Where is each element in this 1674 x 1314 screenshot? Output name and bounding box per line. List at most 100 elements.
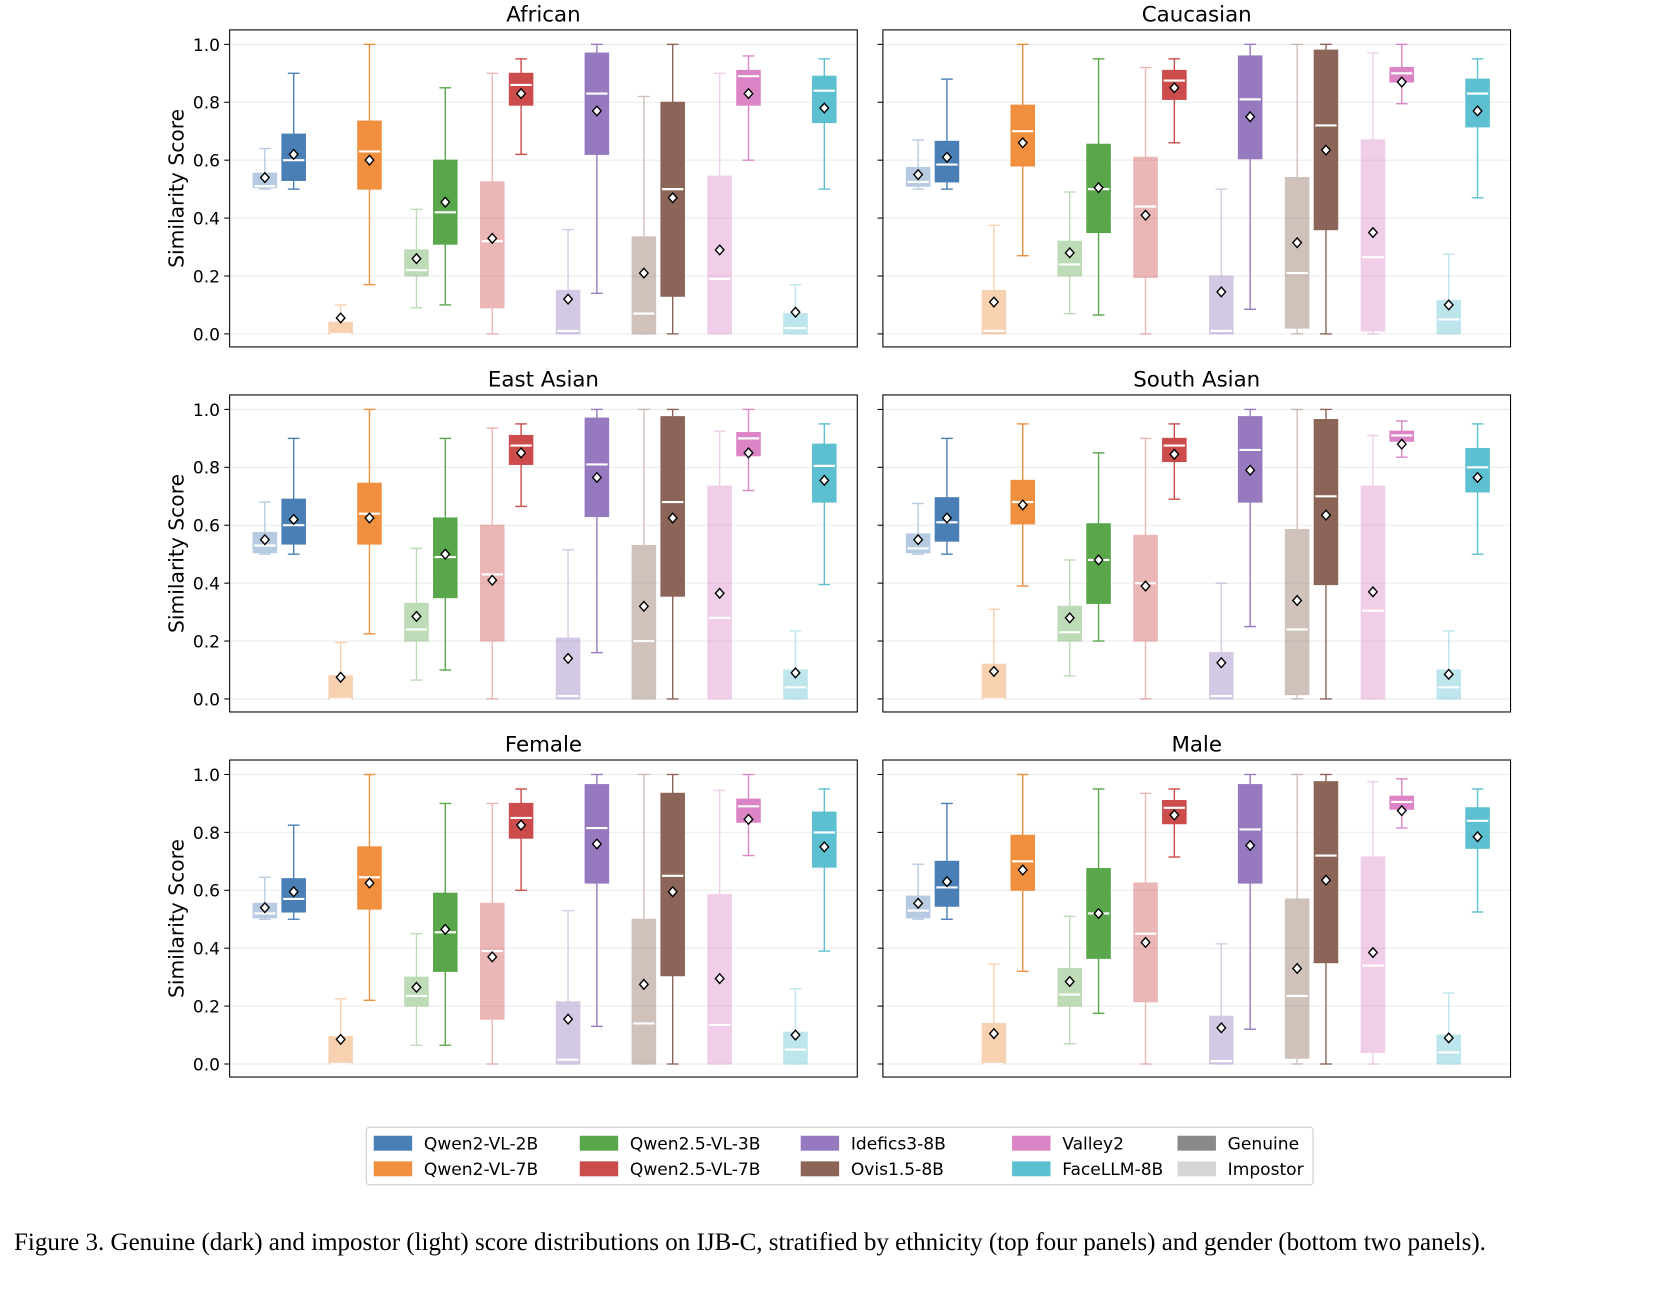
impostor-box	[707, 789, 732, 1065]
mean-marker	[591, 105, 603, 117]
mean-marker	[988, 296, 1000, 308]
mean-marker	[562, 293, 574, 305]
mean-marker	[1140, 209, 1151, 222]
y-tick-label: 0.0	[193, 1055, 220, 1075]
impostor-box	[905, 502, 931, 555]
mean-marker	[1291, 962, 1303, 975]
impostor-box	[1209, 188, 1234, 335]
genuine-box	[1313, 408, 1339, 700]
caption: Figure 3. Genuine (dark) and impostor (l…	[14, 1229, 1486, 1256]
impostor-box	[1284, 43, 1310, 335]
mean-marker	[335, 312, 346, 324]
y-tick-label: 0.2	[193, 632, 220, 652]
mean-marker	[364, 877, 375, 889]
mean-marker	[1017, 499, 1028, 511]
box	[584, 784, 610, 884]
panel-title: Female	[505, 732, 582, 757]
impostor-box	[1436, 992, 1462, 1065]
mean-marker	[743, 813, 754, 826]
legend-swatch	[579, 1161, 619, 1177]
legend-swatch	[1177, 1135, 1216, 1151]
mean-marker	[912, 168, 924, 181]
mean-marker	[1064, 975, 1075, 988]
y-tick-label: 0.4	[193, 209, 220, 229]
mean-marker	[1396, 438, 1407, 451]
genuine-box	[934, 78, 960, 190]
y-tick-label: 0.0	[193, 325, 220, 345]
genuine-box	[1237, 43, 1263, 310]
mean-marker	[411, 252, 422, 265]
legend-swatch	[1177, 1161, 1216, 1177]
legend-label: Qwen2-VL-2B	[424, 1135, 538, 1155]
mean-marker	[714, 972, 725, 985]
impostor-box	[631, 773, 657, 1065]
genuine-box	[1465, 423, 1490, 555]
genuine-box	[508, 58, 534, 156]
mean-marker	[912, 533, 924, 546]
mean-marker	[364, 154, 375, 167]
y-tick-label: 0.4	[193, 940, 220, 960]
mean-marker	[912, 897, 924, 910]
mean-marker	[1367, 226, 1379, 239]
box	[1209, 1015, 1234, 1065]
mean-marker	[1169, 809, 1180, 821]
genuine-box	[1465, 58, 1490, 199]
mean-marker	[1169, 81, 1180, 94]
box	[1465, 447, 1490, 493]
mean-marker	[1216, 1021, 1227, 1034]
box	[479, 181, 505, 309]
y-tick-label: 0.4	[193, 575, 220, 595]
panel-title: African	[506, 2, 580, 27]
impostor-box	[328, 641, 353, 701]
legend-label: Valley2	[1062, 1135, 1124, 1155]
mean-marker	[1443, 1032, 1454, 1044]
mean-marker	[790, 1029, 801, 1041]
mean-marker	[1320, 144, 1332, 156]
mean-marker	[288, 513, 299, 526]
impostor-box	[1209, 943, 1234, 1065]
mean-marker	[1093, 181, 1104, 194]
legend-label: Qwen2.5-VL-3B	[630, 1135, 761, 1155]
legend-swatch	[1012, 1161, 1051, 1177]
y-tick-label: 1.0	[193, 36, 220, 56]
impostor-box	[905, 863, 931, 920]
mean-marker	[1396, 76, 1407, 88]
genuine-box	[584, 43, 610, 295]
impostor-box	[783, 988, 808, 1065]
genuine-box	[1313, 773, 1339, 1065]
box	[1313, 781, 1339, 964]
mean-marker	[440, 196, 451, 209]
impostor-box	[981, 963, 1007, 1066]
genuine-box	[812, 423, 837, 586]
mean-marker	[591, 471, 603, 484]
genuine-box	[508, 423, 534, 508]
mean-marker	[591, 838, 603, 850]
y-axis-label: Similarity Score	[165, 109, 189, 268]
genuine-box	[508, 788, 534, 891]
mean-marker	[743, 447, 754, 459]
legend-label: Idefics3-8B	[851, 1135, 946, 1155]
mean-marker	[790, 306, 801, 319]
genuine-box	[584, 408, 610, 654]
mean-marker	[411, 610, 422, 623]
impostor-box	[1360, 434, 1386, 700]
mean-marker	[988, 665, 1000, 678]
mean-marker	[1472, 105, 1483, 117]
mean-marker	[1291, 236, 1303, 249]
box	[660, 792, 685, 977]
impostor-box	[252, 501, 278, 555]
mean-marker	[941, 512, 953, 524]
panel-title: Caucasian	[1142, 2, 1252, 27]
genuine-box	[934, 802, 960, 920]
y-tick-label: 0.6	[193, 517, 220, 537]
impostor-box	[1360, 781, 1386, 1065]
genuine-box	[1313, 43, 1339, 335]
genuine-box	[1162, 423, 1187, 500]
mean-marker	[1017, 864, 1028, 876]
mean-marker	[1320, 874, 1332, 887]
box	[631, 544, 657, 700]
impostor-box	[905, 139, 931, 190]
plot-frame	[229, 29, 858, 348]
impostor-box	[631, 408, 657, 700]
impostor-box	[783, 630, 808, 700]
